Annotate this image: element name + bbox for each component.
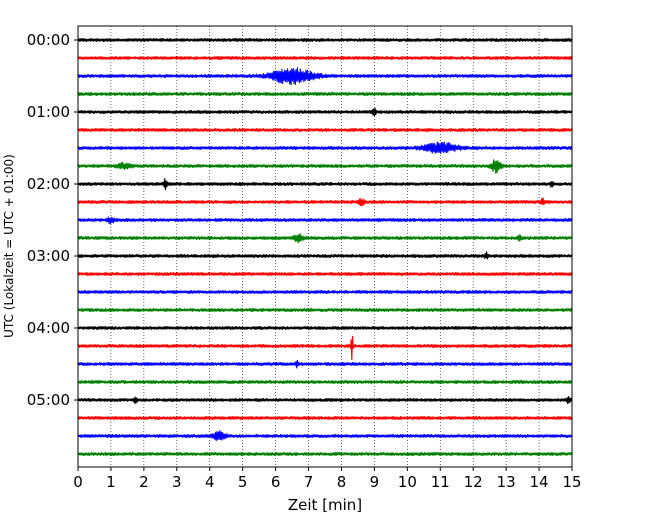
x-tick-label-0: 0 xyxy=(73,473,83,491)
trace-17 xyxy=(77,335,573,361)
trace-19 xyxy=(77,379,573,385)
x-tick-label-9: 9 xyxy=(370,473,380,491)
trace-13 xyxy=(77,271,573,277)
trace-16 xyxy=(77,325,573,331)
seismic-traces xyxy=(77,37,573,457)
x-tick-label-12: 12 xyxy=(464,473,483,491)
x-axis-ticks: 0 1 2 3 4 5 6 7 8 9 10 11 12 13 14 15 xyxy=(73,467,582,491)
x-tick-label-6: 6 xyxy=(271,473,281,491)
y-tick-label-01:00: 01:00 xyxy=(27,103,70,121)
trace-20 xyxy=(77,396,573,405)
y-tick-label-05:00: 05:00 xyxy=(27,391,70,409)
y-tick-label-04:00: 04:00 xyxy=(27,319,70,337)
y-axis-label: UTC (Lokalzeit = UTC + 01:00) xyxy=(2,154,16,338)
x-axis-label: Zeit [min] xyxy=(288,496,362,514)
x-tick-label-8: 8 xyxy=(337,473,347,491)
x-tick-label-4: 4 xyxy=(205,473,215,491)
x-tick-label-7: 7 xyxy=(304,473,314,491)
trace-0 xyxy=(77,37,573,43)
trace-15 xyxy=(77,307,573,313)
trace-22 xyxy=(77,430,573,442)
y-tick-label-02:00: 02:00 xyxy=(27,175,70,193)
trace-11 xyxy=(77,233,573,244)
trace-8 xyxy=(77,177,573,191)
x-tick-label-11: 11 xyxy=(431,473,450,491)
trace-7 xyxy=(77,159,573,174)
trace-12 xyxy=(77,251,573,260)
x-tick-label-1: 1 xyxy=(106,473,116,491)
y-axis-ticks: 00:00 01:00 02:00 03:00 04:00 05:00 xyxy=(27,31,78,409)
trace-9 xyxy=(77,197,573,207)
y-tick-label-03:00: 03:00 xyxy=(27,247,70,265)
trace-23 xyxy=(77,451,573,457)
trace-6 xyxy=(77,141,573,154)
x-tick-label-13: 13 xyxy=(497,473,516,491)
x-tick-label-15: 15 xyxy=(562,473,581,491)
trace-14 xyxy=(77,289,573,295)
x-tick-label-10: 10 xyxy=(398,473,417,491)
trace-4 xyxy=(77,107,573,117)
plot-frame xyxy=(77,25,573,468)
trace-2 xyxy=(77,67,573,86)
trace-3 xyxy=(77,91,573,97)
trace-21 xyxy=(77,415,573,421)
trace-1 xyxy=(77,55,573,61)
trace-18 xyxy=(77,359,573,369)
x-tick-label-3: 3 xyxy=(172,473,182,491)
trace-10 xyxy=(77,216,573,225)
x-tick-label-2: 2 xyxy=(139,473,149,491)
trace-5 xyxy=(77,127,573,133)
y-tick-label-00:00: 00:00 xyxy=(27,31,70,49)
x-tick-label-14: 14 xyxy=(530,473,549,491)
x-tick-label-5: 5 xyxy=(238,473,248,491)
